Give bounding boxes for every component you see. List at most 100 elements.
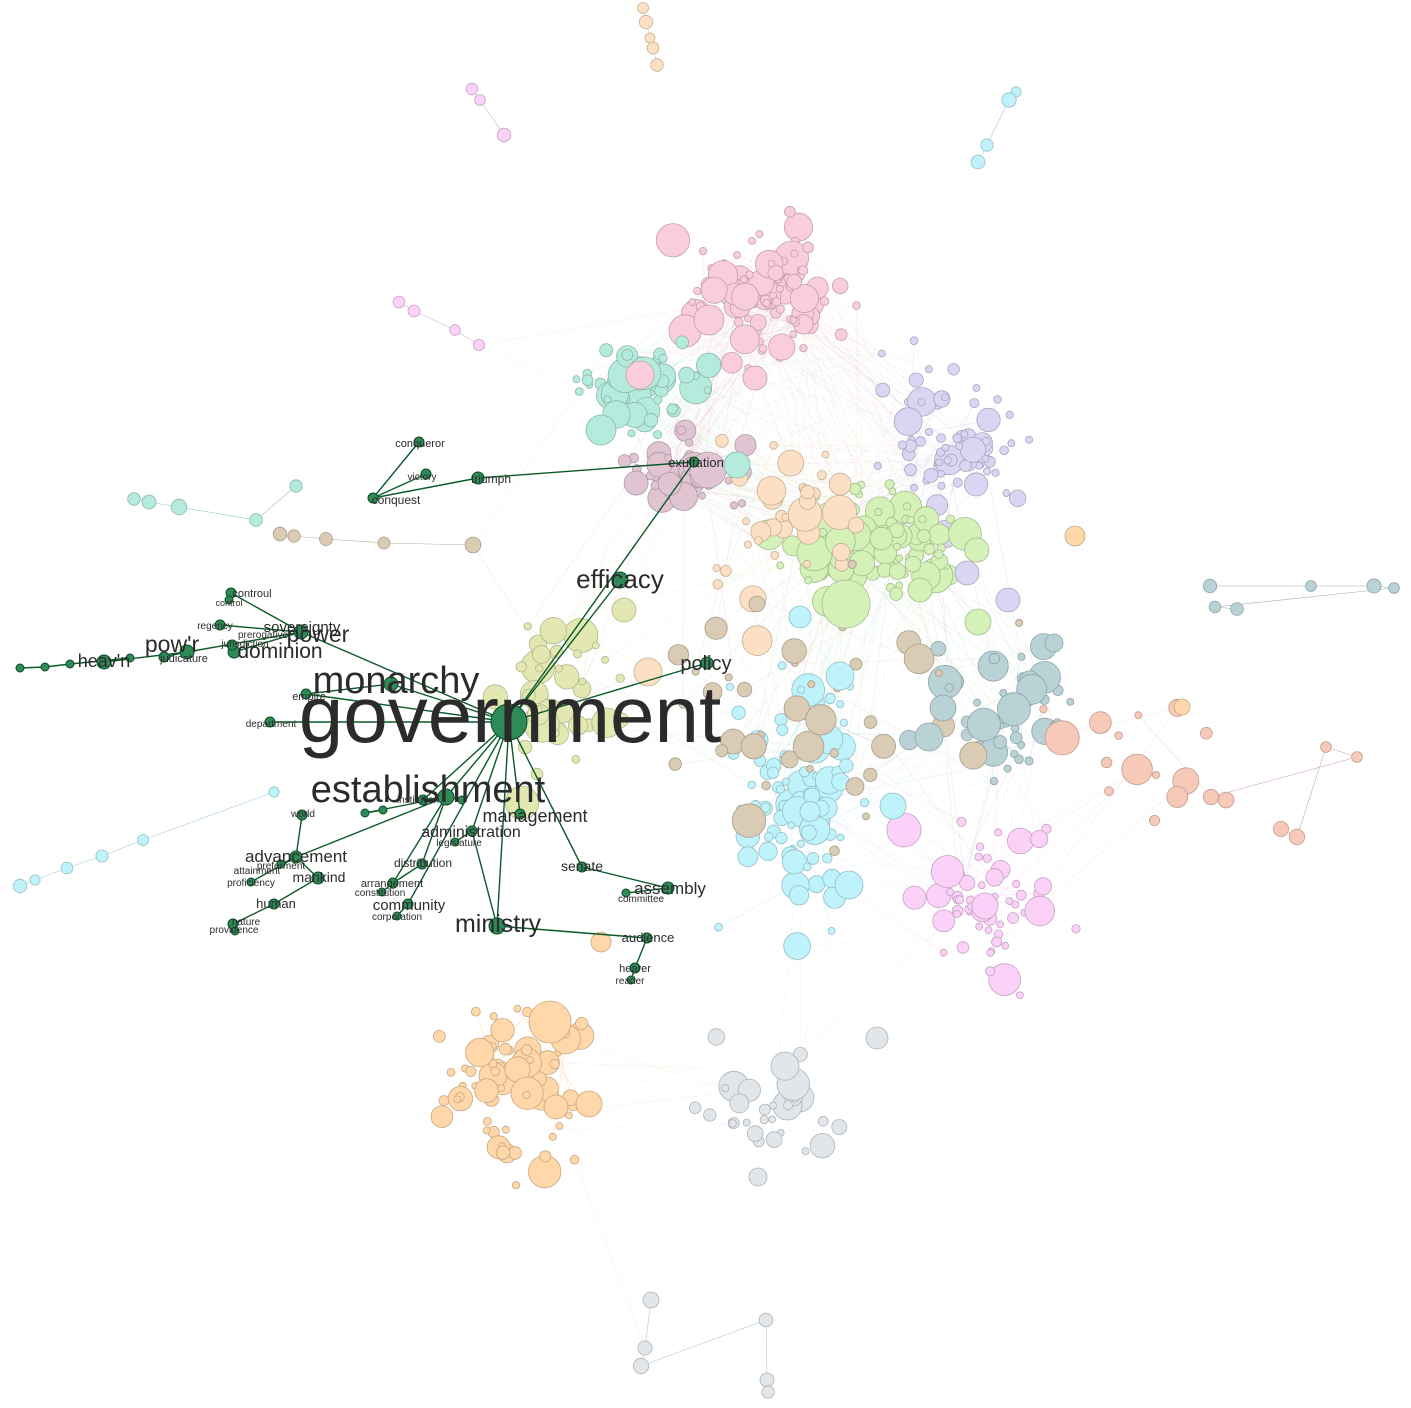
highlight-node <box>214 619 226 631</box>
highlight-node <box>576 861 588 873</box>
graph-node <box>549 1058 560 1070</box>
graph-node <box>760 802 771 813</box>
graph-node <box>952 477 963 488</box>
graph-node <box>975 842 985 851</box>
graph-node <box>1152 771 1161 780</box>
graph-node <box>1011 900 1020 909</box>
graph-node <box>937 469 945 478</box>
graph-node <box>874 507 883 516</box>
graph-node <box>745 270 754 279</box>
graph-node <box>664 454 672 462</box>
graph-node <box>449 324 461 336</box>
graph-node <box>967 707 1001 742</box>
graph-edge <box>728 291 823 476</box>
graph-node <box>809 1132 836 1159</box>
graph-node <box>653 395 663 405</box>
graph-node <box>728 1119 737 1128</box>
highlight-edge <box>372 441 420 499</box>
graph-node <box>781 849 807 875</box>
graph-node <box>807 680 816 689</box>
label-prerogative: prerogative <box>238 630 288 641</box>
graph-node <box>902 885 927 910</box>
graph-node <box>743 540 752 549</box>
graph-node <box>644 32 656 44</box>
graph-node <box>909 336 919 346</box>
graph-node <box>688 298 697 307</box>
highlight-node <box>268 898 280 910</box>
graph-node <box>573 649 583 659</box>
graph-edge <box>986 471 1030 703</box>
label-management: management <box>482 806 587 826</box>
label-department: department <box>246 719 297 730</box>
graph-node <box>829 845 840 857</box>
highlight-edge <box>471 721 510 832</box>
graph-node <box>944 683 954 693</box>
graph-node <box>847 559 857 570</box>
graph-node <box>927 664 963 700</box>
graph-node <box>496 127 512 143</box>
graph-node <box>995 587 1021 613</box>
graph-node <box>543 1094 569 1120</box>
graph-node <box>845 777 865 796</box>
graph-node <box>816 470 827 481</box>
label-arrangement: arrangement <box>361 878 423 890</box>
graph-node <box>971 892 999 920</box>
graph-node <box>637 1340 653 1356</box>
graph-node <box>1008 489 1027 508</box>
label-control: control <box>215 598 242 608</box>
graph-edge <box>565 1038 726 1089</box>
graph-node <box>859 797 870 808</box>
graph-node <box>703 1108 717 1122</box>
highlight-edge <box>496 721 510 927</box>
graph-node <box>578 677 587 686</box>
graph-node <box>501 1125 510 1134</box>
graph-node <box>1015 618 1024 627</box>
graph-edge <box>547 1062 781 1071</box>
graph-edge <box>801 325 888 527</box>
graph-edge <box>704 466 739 713</box>
graph-node <box>465 1066 477 1078</box>
graph-node <box>591 641 600 650</box>
graph-node <box>937 481 946 490</box>
graph-node <box>923 543 936 556</box>
highlight-node <box>437 788 455 806</box>
graph-node <box>1217 791 1235 809</box>
label-ministry: ministry <box>455 910 542 938</box>
graph-node <box>765 1131 783 1148</box>
graph-node <box>748 1167 768 1187</box>
highlight-node <box>688 456 700 468</box>
graph-node <box>839 718 848 727</box>
graph-node <box>698 491 706 500</box>
graph-node <box>771 297 782 307</box>
label-human: human <box>256 896 296 911</box>
graph-edge <box>794 658 995 664</box>
graph-node <box>946 888 955 897</box>
label-distribution: distribution <box>394 856 452 870</box>
graph-node <box>994 828 1003 837</box>
graph-node <box>902 502 912 511</box>
graph-node <box>1001 941 1010 950</box>
graph-node <box>1025 435 1034 444</box>
graph-node <box>888 562 907 580</box>
label-preferment: preferment <box>257 861 306 872</box>
graph-node <box>766 766 780 779</box>
graph-node <box>638 14 654 30</box>
graph-node <box>822 853 833 864</box>
graph-node <box>788 605 812 629</box>
graph-node <box>871 733 896 759</box>
graph-node <box>601 655 609 664</box>
label-dominion: dominion <box>237 640 322 663</box>
highlight-edge <box>295 814 303 858</box>
graph-node <box>591 707 622 739</box>
graph-node <box>834 870 864 900</box>
label-establishment: establishment <box>311 769 546 811</box>
graph-node <box>528 1000 572 1044</box>
graph-edge <box>854 564 914 787</box>
highlight-node <box>378 805 388 815</box>
graph-node <box>658 353 668 363</box>
graph-node <box>973 698 982 707</box>
highlight-node <box>40 662 50 672</box>
graph-node <box>770 551 780 560</box>
highlight-node <box>420 468 432 480</box>
label-proficiency: proficiency <box>227 878 275 889</box>
